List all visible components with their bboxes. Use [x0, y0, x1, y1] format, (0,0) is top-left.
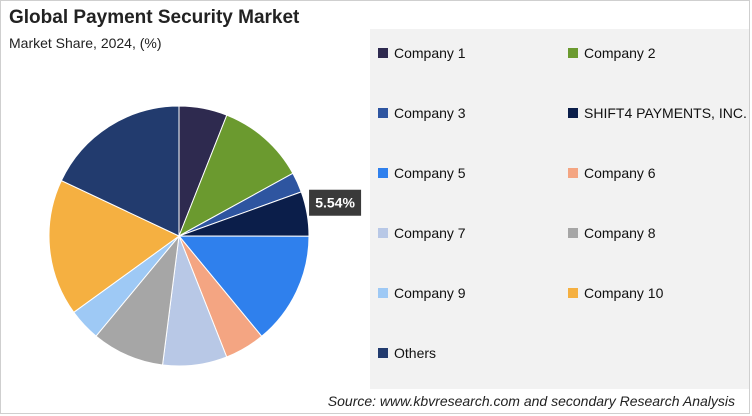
pie-slice-company-10 [48, 179, 180, 314]
chart-title: Global Payment Security Market [9, 7, 300, 28]
legend-swatch [378, 288, 388, 298]
legend-label: Company 1 [394, 45, 466, 61]
legend-item-company-2: Company 2 [568, 45, 656, 61]
legend-item-company-8: Company 8 [568, 225, 656, 241]
legend-label: SHIFT4 PAYMENTS, INC. [584, 105, 747, 121]
legend-panel: Company 1 Company 2 Company 3 SHIFT4 PAYMEN… [370, 29, 749, 389]
legend-swatch [378, 108, 388, 118]
data-label-box [309, 189, 362, 216]
legend-label: Company 3 [394, 105, 466, 121]
legend-label: Company 8 [584, 225, 656, 241]
legend-label: Company 2 [584, 45, 656, 61]
legend-swatch [568, 168, 578, 178]
pie-slice-others [60, 105, 180, 237]
legend-item-company-9: Company 9 [378, 285, 466, 301]
legend-swatch [568, 108, 578, 118]
legend-swatch [568, 48, 578, 58]
legend-item-company-1: Company 1 [378, 45, 466, 61]
legend-label: Company 7 [394, 225, 466, 241]
legend-item-company-6: Company 6 [568, 165, 656, 181]
pie-chart: 5.54% [48, 105, 362, 367]
legend-label: Company 10 [584, 285, 664, 301]
legend-label: Company 9 [394, 285, 466, 301]
legend-label: Company 5 [394, 165, 466, 181]
legend-swatch [568, 228, 578, 238]
legend-swatch [378, 168, 388, 178]
legend-item-company-5: Company 5 [378, 165, 466, 181]
legend-swatch [378, 48, 388, 58]
legend-label: Others [394, 345, 437, 361]
pie-slice-company-5 [177, 235, 310, 337]
legend-swatch [378, 228, 388, 238]
highlight-data-label: 5.54% [309, 189, 362, 216]
data-label-text: 5.54% [315, 195, 355, 211]
chart-subtitle: Market Share, 2024, (%) [9, 35, 162, 51]
legend-item-company-10: Company 10 [568, 285, 663, 301]
legend-swatch [378, 348, 388, 358]
legend-item-others: Others [378, 345, 436, 361]
legend-swatch [568, 288, 578, 298]
legend-item-company-3: Company 3 [378, 105, 466, 121]
legend-label: Company 6 [584, 165, 656, 181]
pie-slice-company-2 [178, 114, 294, 238]
legend-item-company-7: Company 7 [378, 225, 466, 241]
source-note: Source: www.kbvresearch.com and secondar… [327, 393, 735, 409]
legend-item-shift4-payments-inc-: SHIFT4 PAYMENTS, INC. [568, 105, 747, 121]
